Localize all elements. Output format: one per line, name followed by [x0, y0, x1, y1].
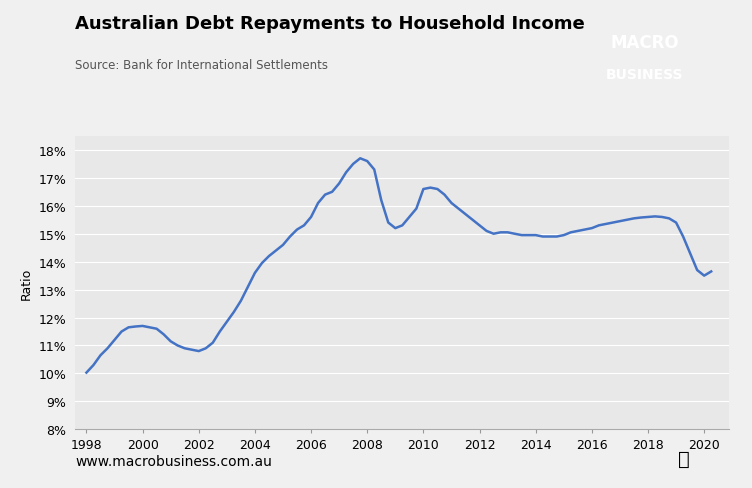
Text: www.macrobusiness.com.au: www.macrobusiness.com.au [75, 454, 272, 468]
Text: Australian Debt Repayments to Household Income: Australian Debt Repayments to Household … [75, 15, 585, 33]
Text: BUSINESS: BUSINESS [606, 68, 684, 82]
Text: MACRO: MACRO [611, 34, 679, 52]
Text: 🐺: 🐺 [678, 449, 690, 468]
Y-axis label: Ratio: Ratio [20, 267, 33, 299]
Text: Source: Bank for International Settlements: Source: Bank for International Settlemen… [75, 59, 328, 72]
